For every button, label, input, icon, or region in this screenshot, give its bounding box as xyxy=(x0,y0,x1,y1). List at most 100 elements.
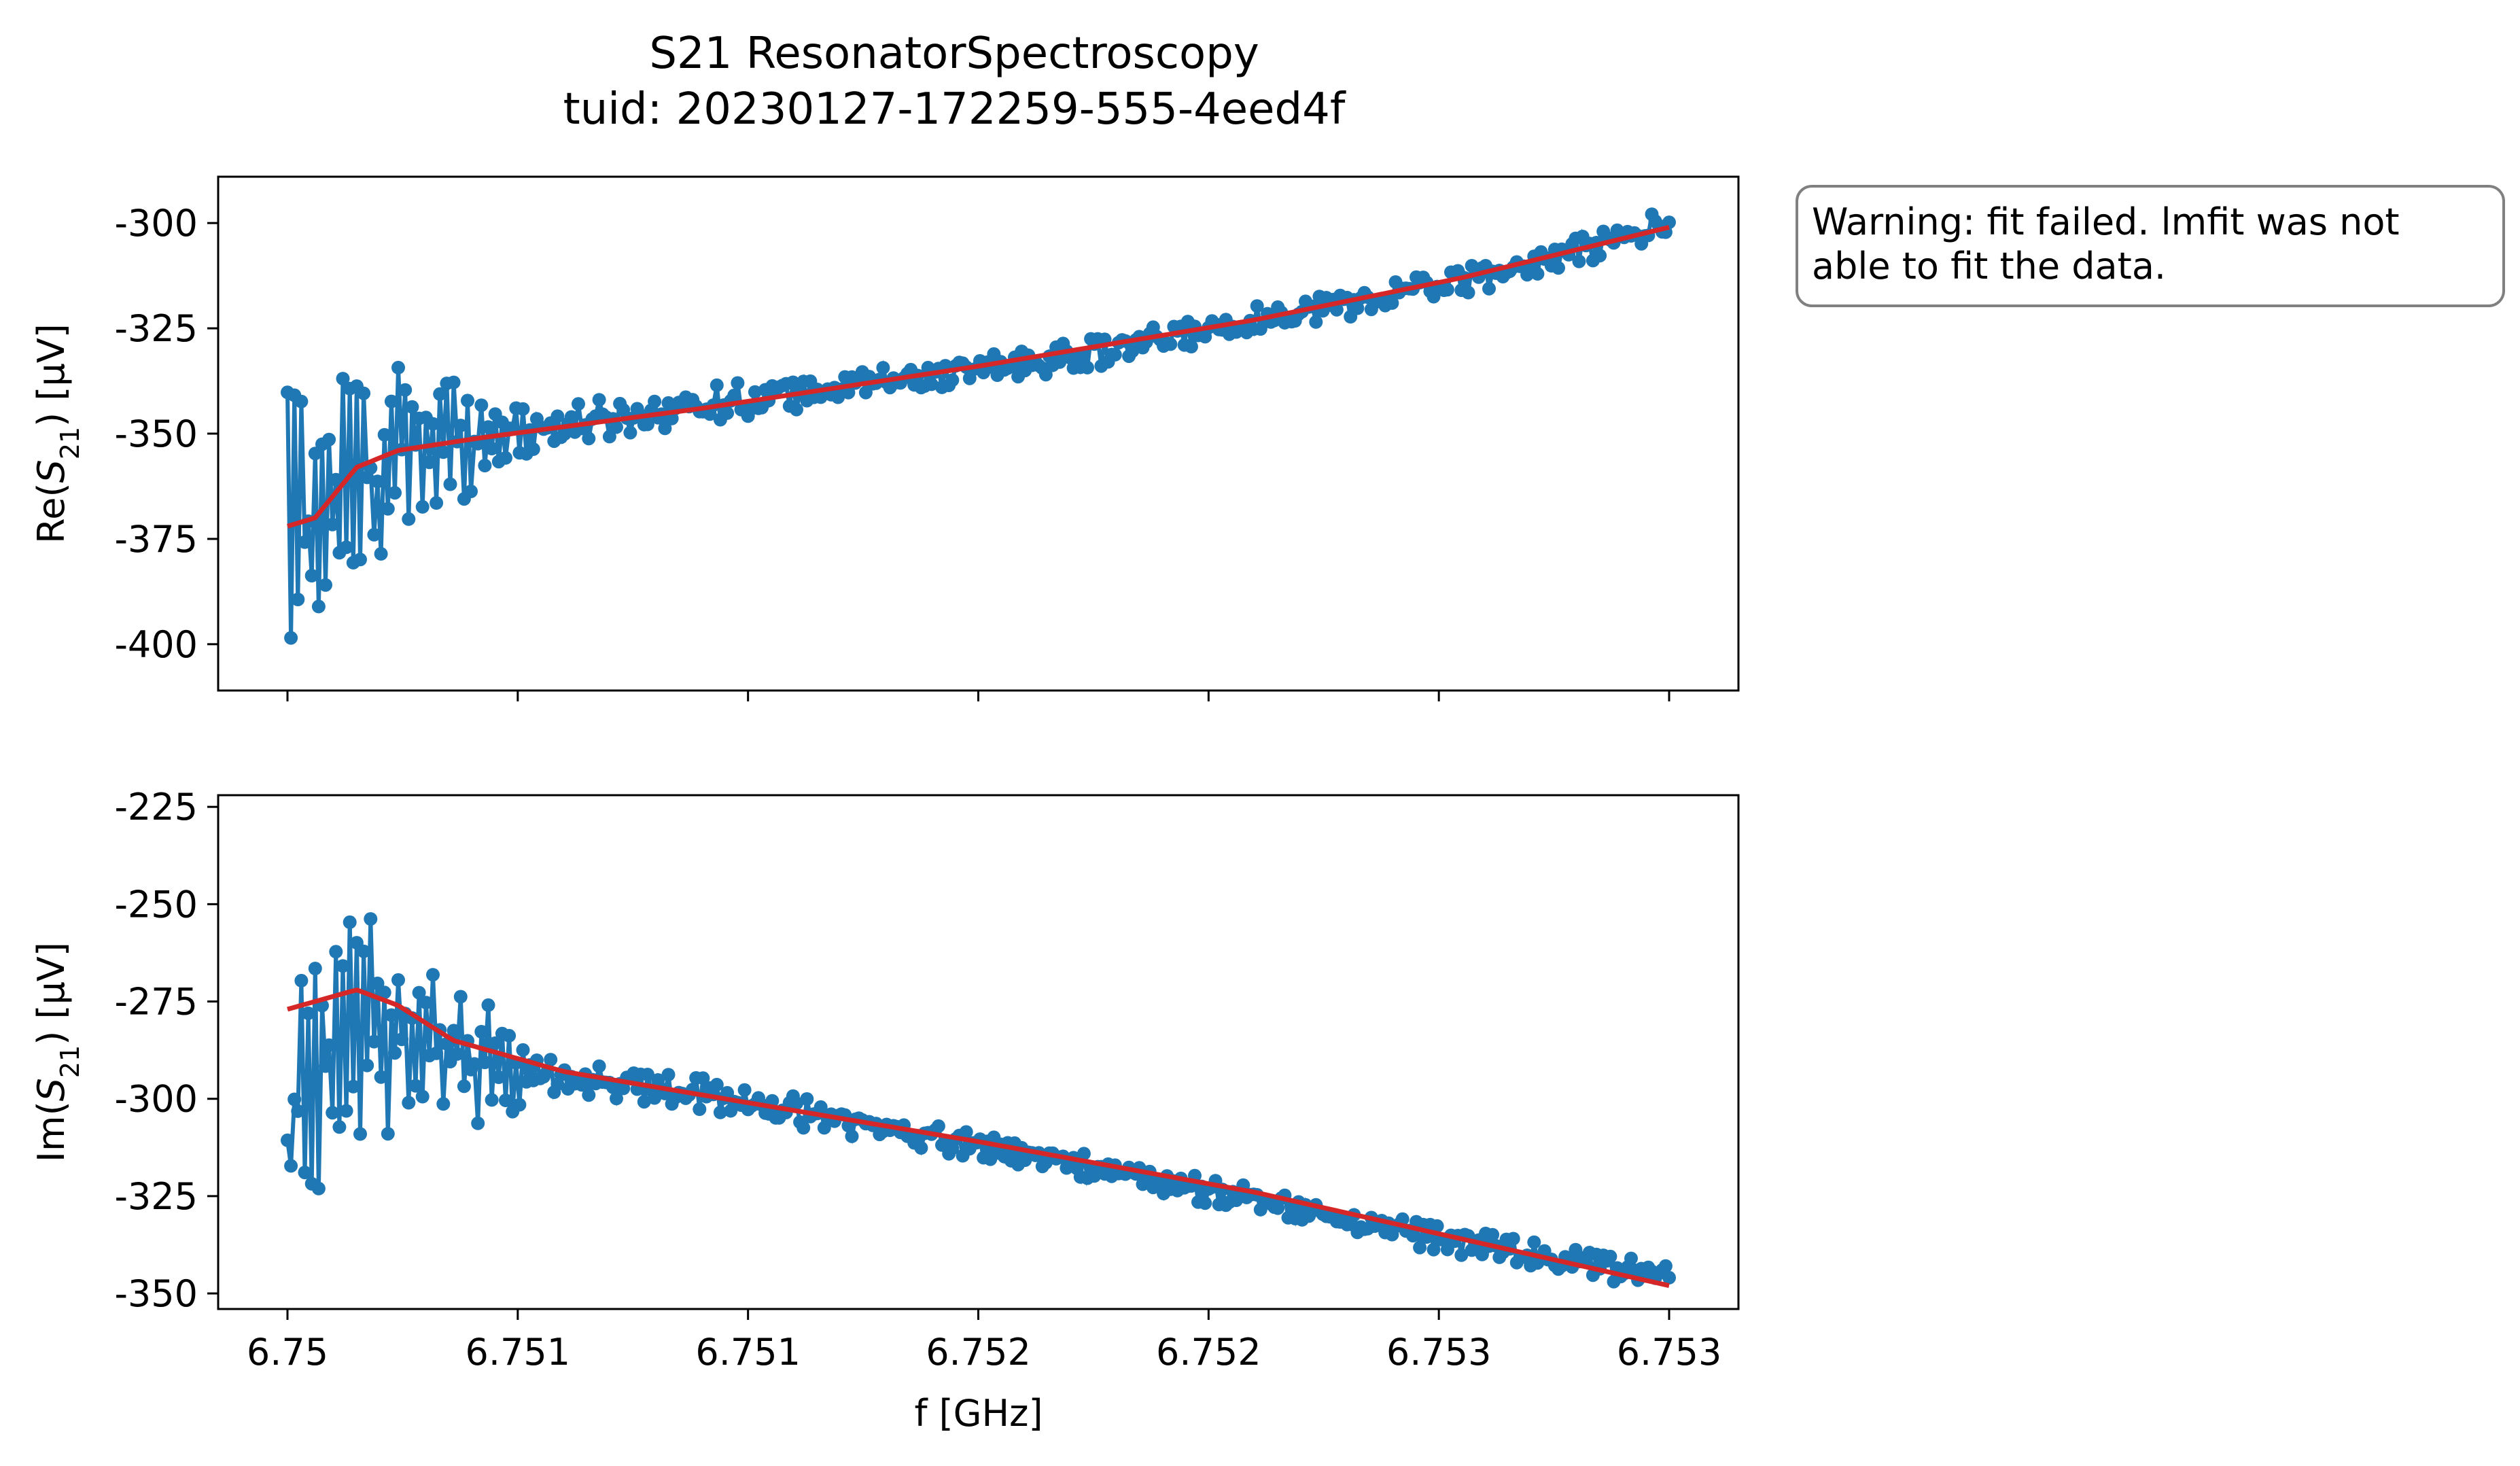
top-data-point xyxy=(1350,301,1365,315)
chart-title-line1: S21 ResonatorSpectroscopy xyxy=(649,29,1259,79)
top-data-point xyxy=(1163,337,1178,351)
top-data-point xyxy=(516,402,530,416)
bot-data-point xyxy=(693,1102,707,1116)
bot-data-point xyxy=(813,1100,828,1114)
top-data-point xyxy=(402,512,416,526)
fit-warning-line1: Warning: fit failed. lmfit was not xyxy=(1812,200,2400,243)
top-data-point xyxy=(1482,281,1496,296)
bot-data-point xyxy=(374,1070,388,1084)
top-data-point xyxy=(499,451,512,465)
bot-y-tick-label: -225 xyxy=(114,786,198,828)
bottom-x-axis-label: f [GHz] xyxy=(914,1392,1043,1435)
bot-data-point xyxy=(502,1028,517,1043)
top-y-tick-label: -350 xyxy=(114,413,198,455)
top-data-point xyxy=(430,496,444,510)
bot-data-point xyxy=(326,1106,340,1120)
top-data-point xyxy=(311,599,326,614)
top-data-point xyxy=(1309,315,1323,329)
top-data-point xyxy=(474,398,489,413)
bot-data-point xyxy=(402,1096,416,1110)
top-data-point xyxy=(790,402,803,417)
bot-data-point xyxy=(308,962,322,975)
top-data-point xyxy=(461,394,474,408)
top-data-point xyxy=(443,477,457,491)
fit-warning-line2: able to fit the data. xyxy=(1812,245,2166,287)
top-data-point xyxy=(485,442,499,455)
bot-data-point xyxy=(512,1098,527,1112)
top-data-point xyxy=(391,360,405,374)
top-y-tick-label: -300 xyxy=(114,202,198,245)
bot-data-point xyxy=(457,1079,471,1094)
bot-data-point xyxy=(845,1129,859,1143)
top-data-point xyxy=(381,502,395,516)
bot-data-point xyxy=(301,1006,315,1020)
bot-data-point xyxy=(291,1104,305,1118)
fit-warning-frame xyxy=(1796,185,2505,307)
chart-title-line2: tuid: 20230127-172259-555-4eed4f xyxy=(563,84,1346,135)
panel-bottom: -225-250-275-300-325-350 6.75 6.751 6.751 6… xyxy=(30,786,1740,1435)
bot-y-tick-label: -300 xyxy=(114,1078,198,1121)
top-data-point xyxy=(398,383,413,397)
top-data-point xyxy=(623,425,637,440)
bot-data-point xyxy=(322,1038,336,1052)
bot-data-point xyxy=(696,1071,710,1085)
bot-data-point xyxy=(436,1097,451,1111)
top-data-point xyxy=(924,377,939,391)
top-data-point xyxy=(370,474,385,489)
fit-warning-box: Warning: fit failed. lmfit was not able … xyxy=(1796,185,2505,307)
top-data-point xyxy=(353,553,367,567)
top-data-point xyxy=(388,486,402,500)
top-data-point xyxy=(710,378,724,392)
top-data-point xyxy=(308,447,322,461)
bot-data-point xyxy=(287,1092,302,1106)
bot-data-point xyxy=(710,1077,724,1092)
bot-data-point xyxy=(426,968,440,982)
top-data-point xyxy=(384,394,398,408)
top-data-point xyxy=(572,397,585,411)
top-data-point xyxy=(1081,360,1094,374)
bot-data-point xyxy=(391,973,405,987)
bot-data-point xyxy=(1427,1242,1441,1257)
bot-data-point xyxy=(1406,1229,1420,1243)
panel-top: -300 -325 -350 -375 -400 Re(S21) [µV] xyxy=(30,175,1740,701)
bot-data-point xyxy=(640,1068,654,1081)
bot-data-point xyxy=(499,1094,512,1107)
top-data-point xyxy=(326,517,340,531)
top-y-axis-label: Re(S21) [µV] xyxy=(30,324,85,544)
top-data-point xyxy=(1184,340,1198,353)
bot-data-point xyxy=(637,1095,651,1109)
top-data-point xyxy=(1053,355,1067,369)
bot-data-point xyxy=(1198,1196,1212,1210)
bot-data-point xyxy=(332,1120,347,1134)
bot-x-tick-label: 6.75 xyxy=(247,1331,328,1374)
bot-data-point xyxy=(343,915,357,929)
bot-data-point xyxy=(790,1096,803,1111)
bot-data-point xyxy=(478,1055,492,1070)
top-data-point xyxy=(720,406,735,420)
bot-data-point xyxy=(412,985,426,1000)
top-y-tick-label: -400 xyxy=(114,623,198,666)
top-data-point xyxy=(453,419,468,432)
top-data-point xyxy=(658,421,672,436)
bot-data-point xyxy=(447,1024,461,1038)
top-data-point xyxy=(447,375,461,389)
top-data-point xyxy=(357,386,371,400)
top-data-point xyxy=(727,388,741,402)
top-data-point xyxy=(367,527,381,542)
bot-data-point xyxy=(544,1053,558,1067)
top-data-point xyxy=(339,540,353,555)
bot-data-point xyxy=(610,1092,623,1106)
bot-data-point xyxy=(1662,1270,1676,1285)
bot-data-point xyxy=(582,1088,596,1102)
top-data-point xyxy=(336,372,350,386)
bot-data-point xyxy=(419,996,433,1010)
top-data-point xyxy=(1125,344,1140,358)
top-data-point xyxy=(422,455,436,470)
bot-data-point xyxy=(797,1121,811,1135)
bot-data-point xyxy=(661,1068,676,1082)
bot-data-point xyxy=(319,1059,332,1073)
top-data-point xyxy=(436,445,451,459)
bot-data-point xyxy=(294,973,309,988)
top-data-point xyxy=(1077,348,1091,362)
bot-data-point xyxy=(474,1025,489,1039)
